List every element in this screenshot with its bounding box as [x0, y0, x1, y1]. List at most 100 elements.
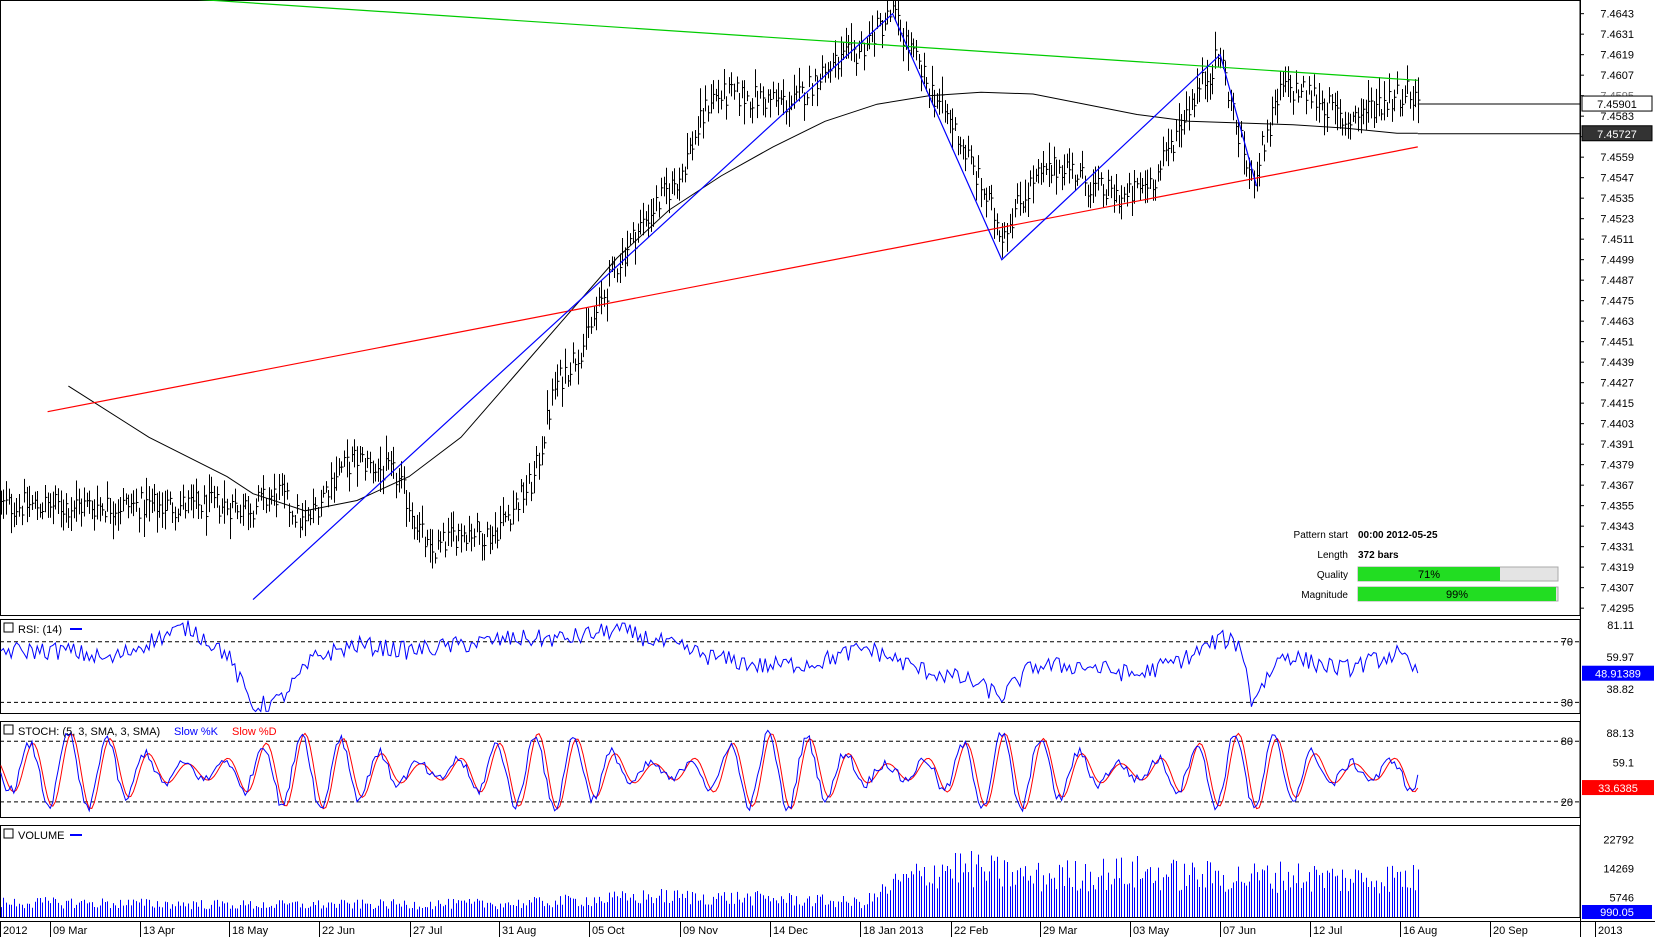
rsi-level-label: 70	[1561, 637, 1573, 649]
time-tick-label: 14 Dec	[773, 925, 808, 937]
price-tick-label: 7.4343	[1600, 521, 1634, 533]
volume-value-label: 990.05	[1600, 907, 1634, 919]
stoch-level-label: 20	[1561, 797, 1573, 809]
rsi-pane-frame	[0, 619, 1581, 714]
price-tick-label: 7.4619	[1600, 50, 1634, 62]
price-tick-label: 7.4631	[1600, 29, 1634, 41]
vol-pane-frame	[0, 825, 1581, 918]
stoch-legend-slow-d: Slow %D	[232, 726, 277, 738]
volume-tick-label: 5746	[1610, 892, 1634, 904]
volume-title: VOLUME	[18, 830, 64, 842]
price-tick-label: 7.4439	[1600, 357, 1634, 369]
volume-tick-label: 14269	[1603, 863, 1634, 875]
price-tick-label: 7.4583	[1600, 111, 1634, 123]
volume-tick-label: 22792	[1603, 834, 1634, 846]
resistance-trendline	[198, 0, 1418, 81]
support-trendline	[47, 146, 1418, 413]
rsi-tick-label: 59.97	[1606, 652, 1634, 664]
time-tick-label: 22 Jun	[322, 925, 355, 937]
price-tick-label: 7.4427	[1600, 378, 1634, 390]
stoch-pane: 80 20 88.13 59.1 STOCH: (5, 3, SMA, 3, SMA) S…	[0, 724, 1654, 813]
rsi-tick-label: 81.11	[1607, 620, 1634, 632]
rsi-close-icon[interactable]	[3, 622, 14, 633]
magnitude-value: 99%	[1446, 589, 1468, 601]
quality-label: Quality	[1317, 570, 1348, 581]
price-tick-label: 7.4547	[1600, 173, 1634, 185]
time-tick-label: 16 Aug	[1403, 925, 1437, 937]
length-value: 372 bars	[1358, 550, 1399, 561]
rsi-value-label: 48.91389	[1595, 669, 1641, 681]
price-tick-label: 7.4391	[1600, 439, 1634, 451]
price-tick-label: 7.4523	[1600, 214, 1634, 226]
moving-average-line	[68, 91, 1418, 512]
price-tick-label: 7.4319	[1600, 562, 1634, 574]
length-label: Length	[1317, 550, 1348, 561]
time-tick-label: 05 Oct	[592, 925, 624, 937]
rsi-value-box	[1582, 665, 1654, 681]
price-tick-label: 7.4367	[1600, 480, 1634, 492]
price-tick-label: 7.4475	[1600, 296, 1634, 308]
stoch-tick-label: 88.13	[1606, 728, 1634, 740]
ma-price-label-box	[1581, 125, 1653, 142]
price-tick-label: 7.4487	[1600, 275, 1634, 287]
pattern-info-panel: Pattern start 00:00 2012-05-25 Length 372 b…	[1294, 530, 1559, 602]
last-price-label: 7.45901	[1597, 99, 1637, 111]
time-tick-label: 31 Aug	[502, 925, 536, 937]
stoch-title: STOCH: (5, 3, SMA, 3, SMA)	[18, 726, 160, 738]
price-tick-label: 7.4463	[1600, 316, 1634, 328]
time-tick-label: 09 Nov	[683, 925, 718, 937]
price-tick-label: 7.4607	[1600, 70, 1634, 82]
quality-bar-fill	[1358, 567, 1500, 581]
ma-price-label: 7.45727	[1597, 129, 1637, 141]
price-tick-label: 7.4511	[1601, 234, 1634, 246]
stoch-value-box	[1582, 780, 1654, 796]
price-tick-label: 7.4451	[1600, 337, 1634, 349]
time-tick-label: 18 May	[232, 925, 269, 937]
stoch-slow-k-line	[0, 729, 1419, 813]
pattern-start-label: Pattern start	[1294, 530, 1349, 541]
price-tick-label: 7.4403	[1600, 419, 1634, 431]
time-tick-label: 2013	[1598, 925, 1622, 937]
price-pane: 7.46437.46317.46197.46077.45957.45837.45…	[1, 0, 1653, 615]
time-tick-label: 20 Sep	[1493, 925, 1528, 937]
price-tick-label: 7.4295	[1600, 603, 1634, 615]
rsi-level-label: 30	[1561, 697, 1573, 709]
time-tick-label: 27 Jul	[413, 925, 442, 937]
price-tick-label: 7.4331	[1600, 542, 1634, 554]
magnitude-label: Magnitude	[1301, 590, 1348, 601]
time-tick-label: 07 Jun	[1223, 925, 1256, 937]
magnitude-bar-fill	[1358, 587, 1556, 601]
price-tick-label: 7.4559	[1600, 152, 1634, 164]
price-tick-label: 7.4535	[1600, 193, 1634, 205]
stoch-legend-slow-k: Slow %K	[174, 726, 219, 738]
price-tick-label: 7.4379	[1600, 460, 1634, 472]
price-tick-label: 7.4355	[1600, 501, 1634, 513]
time-tick-label: 09 Mar	[53, 925, 88, 937]
time-tick-label: 13 Apr	[143, 925, 175, 937]
time-tick-label: 2012	[3, 925, 27, 937]
stoch-value-label: 33.6385	[1598, 783, 1638, 795]
time-tick-label: 22 Feb	[954, 925, 988, 937]
time-tick-label: 03 May	[1133, 925, 1170, 937]
price-bars	[1, 0, 1421, 569]
price-tick-label: 7.4307	[1600, 583, 1634, 595]
stoch-close-icon[interactable]	[3, 724, 14, 735]
stoch-tick-label: 59.1	[1613, 757, 1634, 769]
time-tick-label: 29 Mar	[1043, 925, 1078, 937]
price-tick-label: 7.4643	[1600, 9, 1634, 21]
rsi-title: RSI: (14)	[18, 624, 62, 636]
time-tick-label: 18 Jan 2013	[863, 925, 924, 937]
last-price-label-box	[1581, 95, 1653, 112]
rsi-line	[0, 620, 1419, 713]
quality-value: 71%	[1418, 569, 1440, 581]
rsi-tick-label: 38.82	[1606, 684, 1634, 696]
volume-close-icon[interactable]	[3, 828, 14, 839]
rsi-pane: 70 30 81.11 59.97 38.82 RSI: (14) 48.91389	[0, 620, 1654, 713]
price-pane-frame	[0, 0, 1581, 616]
price-tick-label: 7.4499	[1600, 255, 1634, 267]
stoch-level-label: 80	[1561, 736, 1573, 748]
price-tick-label: 7.4415	[1600, 398, 1634, 410]
time-axis: 2012 09 Mar 13 Apr 18 May 22 Jun 27 Jul 31 Aug…	[0, 921, 1622, 937]
